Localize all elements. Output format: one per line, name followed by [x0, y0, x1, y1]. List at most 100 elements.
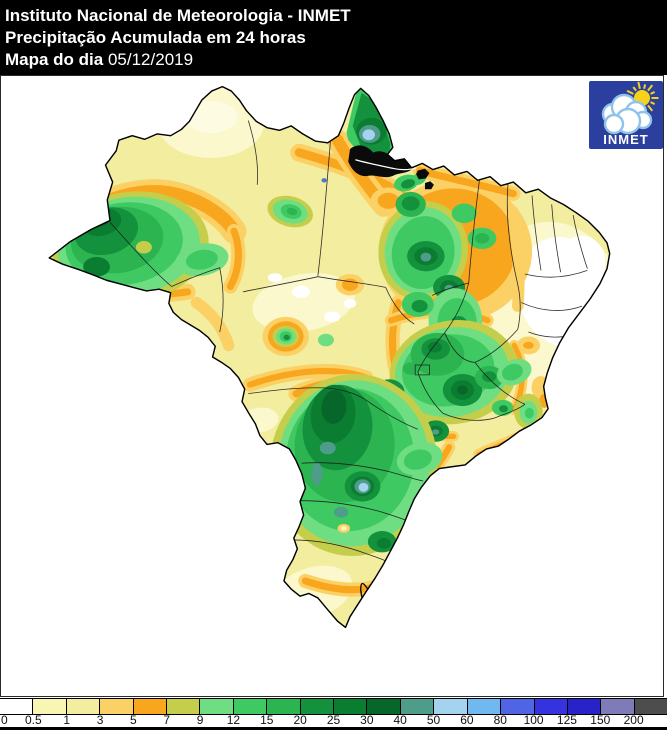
- precip-contour: [451, 203, 477, 224]
- state-border: [414, 364, 430, 376]
- precip-contour: [376, 538, 392, 549]
- colorbar-labels: 0 0.5 1 3 5 7 9 12 15 20 25 30 40 50 60 80 100 125 150 200: [0, 713, 667, 727]
- precip-contour: [401, 179, 416, 189]
- state-border: [248, 387, 365, 400]
- colorbar-tick: 9: [196, 713, 204, 727]
- precip-contour: [321, 178, 327, 183]
- colorbar-segment: [300, 699, 335, 714]
- colorbar-segment: [233, 699, 268, 714]
- precip-contour: [411, 299, 428, 313]
- colorbar-tick: 200: [623, 713, 644, 727]
- state-border: [301, 462, 424, 482]
- state-border: [300, 500, 411, 523]
- precip-contour: [283, 334, 290, 341]
- colorbar-tick: 25: [326, 713, 341, 727]
- colorbar-segment: [534, 699, 568, 714]
- colorbar-tick: 5: [130, 713, 137, 727]
- precip-contour: [311, 462, 323, 486]
- colorbar-segment: [434, 699, 468, 714]
- precip-contour-band: [506, 205, 525, 312]
- precip-contour: [377, 192, 400, 209]
- colorbar-segment: [100, 699, 134, 714]
- state-border: [572, 215, 588, 269]
- precip-contour: [558, 235, 606, 290]
- precip-contour: [358, 482, 369, 492]
- colorbar-segment: [334, 699, 368, 714]
- colorbar-tick: 40: [393, 713, 407, 727]
- colorbar-tick: 0.5: [25, 713, 42, 727]
- bottom-border: [0, 727, 667, 730]
- state-border: [364, 398, 418, 430]
- precip-contour: [403, 449, 432, 470]
- water-feature: [355, 159, 417, 171]
- colorbar-segment: [601, 699, 635, 714]
- state-border: [521, 302, 583, 311]
- precip-contour: [135, 240, 152, 254]
- colorbar-tick: 125: [556, 713, 577, 727]
- colorbar-segment: [133, 699, 168, 714]
- precip-contour: [427, 341, 442, 353]
- state-border: [474, 362, 526, 405]
- colorbar-segment: [634, 699, 667, 714]
- inmet-logo: INMET: [589, 81, 663, 149]
- colorbar-segment: [66, 699, 101, 714]
- state-border: [524, 270, 588, 278]
- state-border: [444, 332, 475, 363]
- precip-contour: [319, 441, 336, 455]
- water-feature: [424, 181, 434, 190]
- cloud-sun-icon: [601, 81, 659, 135]
- state-border: [474, 329, 519, 363]
- colorbar-segment: [567, 699, 602, 714]
- precip-contour: [83, 257, 110, 277]
- state-border: [247, 120, 259, 185]
- colorbar-tick: 100: [523, 713, 544, 727]
- colorbar-segment: [200, 699, 234, 714]
- state-border: [431, 180, 480, 296]
- precip-contour: [286, 207, 298, 216]
- state-border: [444, 282, 470, 334]
- precip-contour: [185, 249, 218, 270]
- colorbar-tick: 80: [493, 713, 507, 727]
- precip-contour: [499, 405, 508, 413]
- colorbar-tick: 3: [96, 713, 104, 727]
- colorbar-segment: [501, 699, 535, 714]
- precip-contour: [402, 362, 419, 375]
- colorbar-swatches: [0, 698, 667, 715]
- colorbar-tick: 1: [63, 713, 71, 727]
- precip-contour: [384, 572, 396, 580]
- colorbar-tick: 15: [260, 713, 274, 727]
- colorbar-tick: 0: [1, 713, 8, 727]
- title-block: Instituto Nacional de Meteorologia - INM…: [0, 0, 667, 75]
- state-border: [417, 332, 526, 421]
- precip-contour: [317, 333, 334, 347]
- brazil-coastline: [48, 85, 611, 629]
- precip-contour: [501, 363, 523, 381]
- colorbar-segment: [0, 699, 34, 714]
- precip-contour-band: [226, 227, 242, 291]
- colorbar-tick: 150: [590, 713, 611, 727]
- precip-contour: [267, 273, 283, 283]
- inmet-logo-text: INMET: [603, 132, 649, 147]
- state-border: [506, 183, 521, 330]
- precip-contour-band: [190, 296, 235, 352]
- precip-contour: [432, 429, 440, 435]
- water-feature: [416, 168, 430, 180]
- state-border: [551, 204, 562, 273]
- precip-contour: [324, 311, 341, 323]
- precip-contour: [420, 252, 432, 262]
- colorbar-tick: 7: [163, 713, 171, 727]
- map-date-value: 05/12/2019: [107, 50, 194, 69]
- state-border: [385, 287, 415, 325]
- precip-contour: [474, 232, 490, 244]
- precip-contour: [362, 129, 375, 141]
- colorbar-segment: [400, 699, 435, 714]
- title-line-1: Instituto Nacional de Meteorologia - INM…: [5, 6, 351, 25]
- colorbar-segment: [367, 699, 401, 714]
- colorbar-tick: 30: [360, 713, 374, 727]
- colorbar-tick: 20: [293, 713, 307, 727]
- precip-contour: [457, 385, 468, 395]
- colorbar-tick: 12: [226, 713, 241, 727]
- colorbar-tick: 60: [460, 713, 474, 727]
- map-date-label: Mapa do dia: [5, 50, 104, 69]
